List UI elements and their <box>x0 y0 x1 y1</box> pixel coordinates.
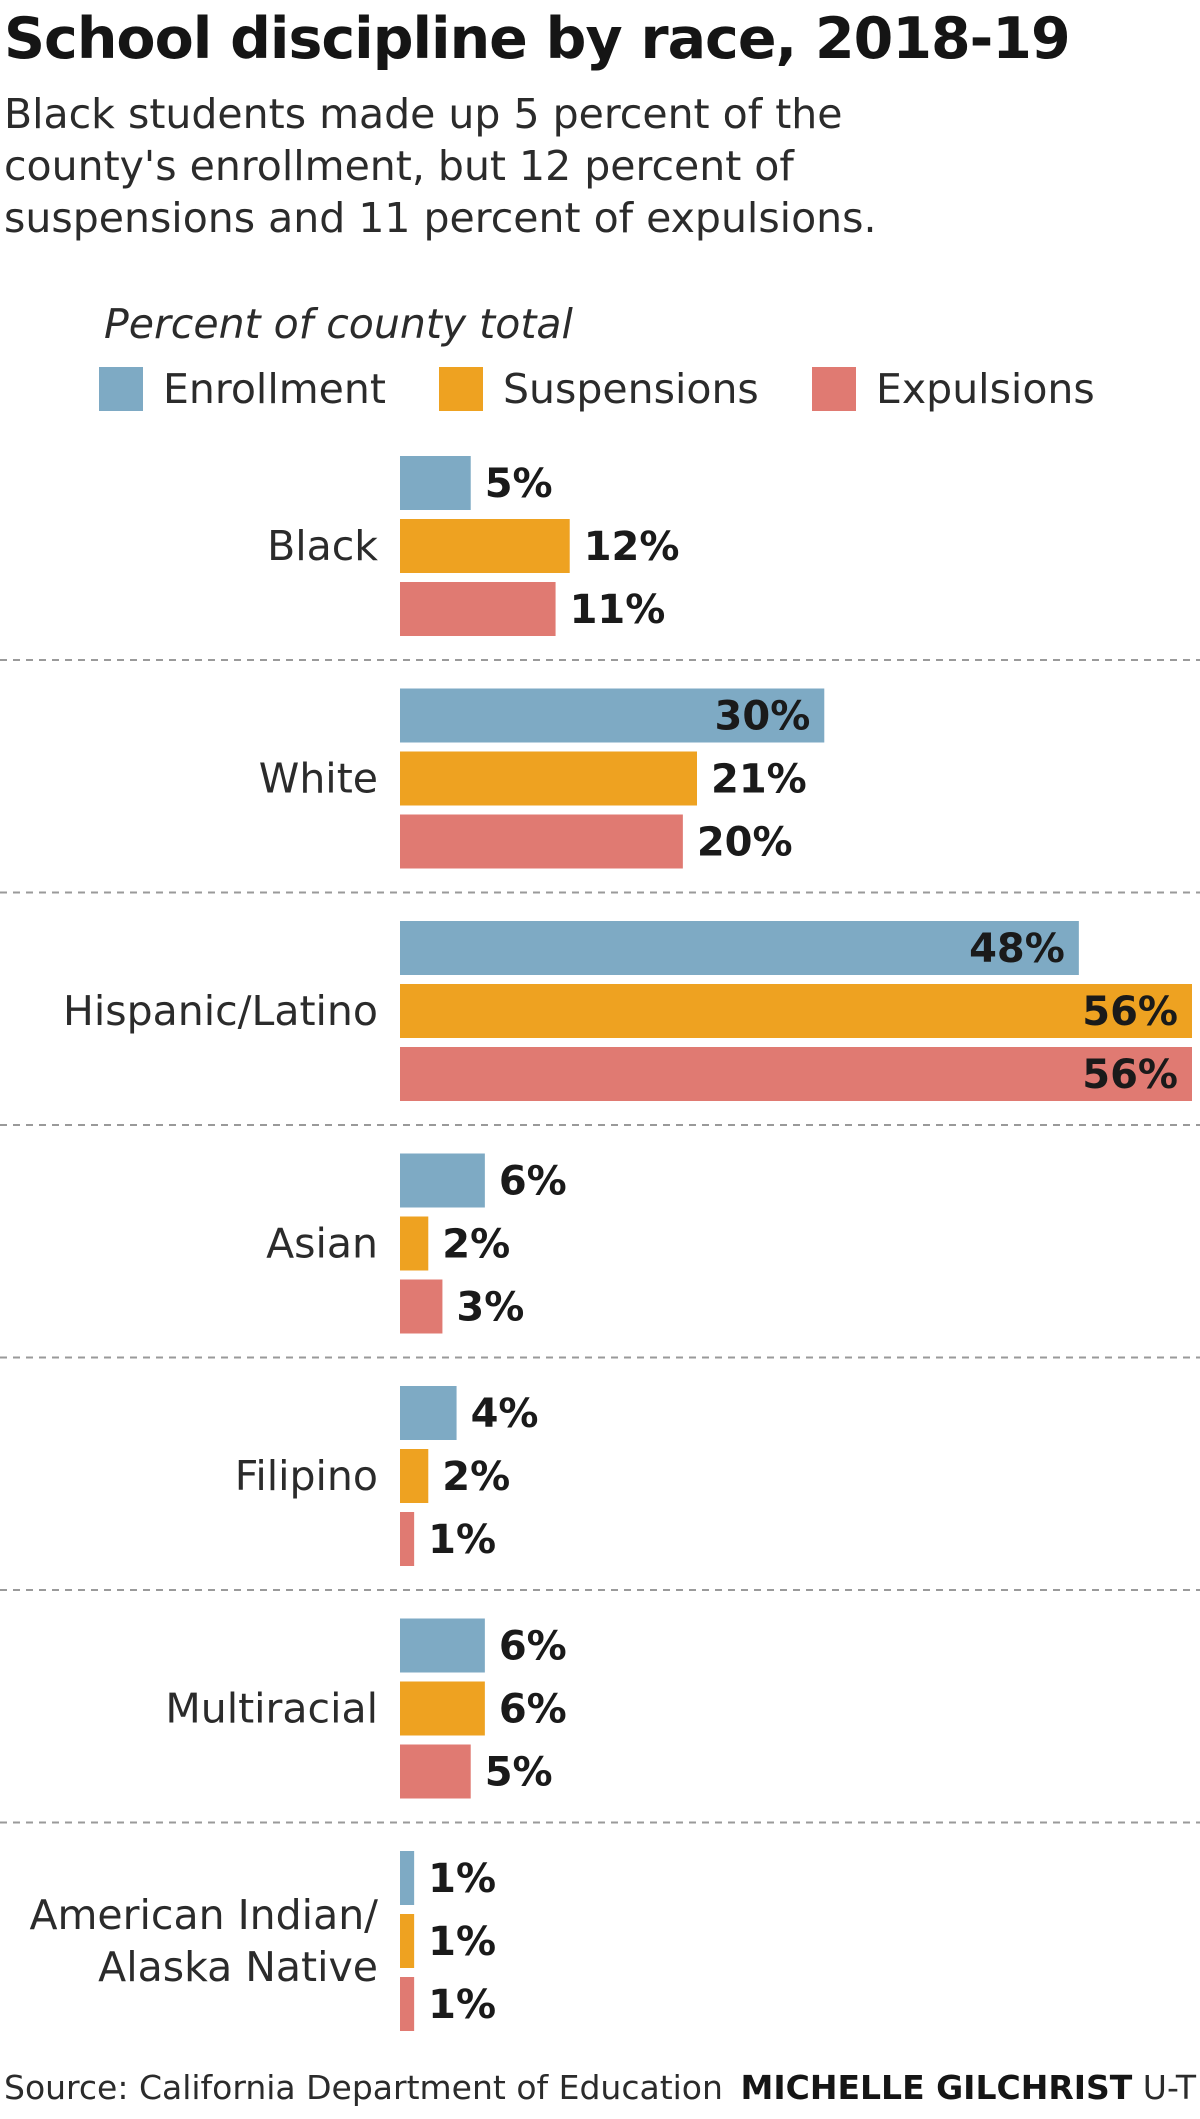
bar-american-indian-alaska-native-enrollment <box>400 1851 415 1905</box>
bar-filipino-enrollment <box>400 1386 457 1440</box>
legend-item-expulsions: Expulsions <box>812 365 1095 413</box>
chart-subtitle: Black students made up 5 percent of the … <box>4 90 877 242</box>
bar-white-suspensions <box>400 751 697 806</box>
bar-hispanic-latino-expulsions <box>400 1047 1192 1101</box>
data-label-black-suspensions: 12% <box>584 524 680 570</box>
category-label-american-indian-alaska-native: American Indian/Alaska Native <box>29 1891 378 1991</box>
bar-white-expulsions <box>400 814 683 869</box>
legend-item-suspensions: Suspensions <box>439 365 759 413</box>
data-label-american-indian-alaska-native-suspensions: 1% <box>428 1919 496 1965</box>
data-label-black-enrollment: 5% <box>485 461 553 507</box>
data-label-multiracial-expulsions: 5% <box>485 1750 553 1796</box>
legend-swatch-expulsions <box>812 367 856 411</box>
bar-white-enrollment <box>400 688 825 743</box>
credit-line: MICHELLE GILCHRIST U-T <box>741 2068 1196 2107</box>
data-label-asian-enrollment: 6% <box>499 1159 567 1205</box>
credit-author: MICHELLE GILCHRIST <box>740 2068 1133 2107</box>
data-label-white-suspensions: 21% <box>711 757 807 803</box>
bar-asian-enrollment <box>400 1153 485 1208</box>
source-note: Source: California Department of Educati… <box>4 2068 723 2107</box>
data-label-filipino-suspensions: 2% <box>442 1454 510 1500</box>
category-label-asian: Asian <box>266 1220 378 1268</box>
legend-label-expulsions: Expulsions <box>876 365 1095 413</box>
legend-label-suspensions: Suspensions <box>503 365 759 413</box>
data-label-multiracial-suspensions: 6% <box>499 1687 567 1733</box>
legend-label-enrollment: Enrollment <box>163 365 386 413</box>
data-label-white-enrollment: 30% <box>715 694 811 740</box>
data-label-filipino-expulsions: 1% <box>428 1517 496 1563</box>
legend-swatch-suspensions <box>439 367 483 411</box>
bar-hispanic-latino-suspensions <box>400 984 1192 1038</box>
bar-black-expulsions <box>400 582 556 636</box>
data-label-asian-expulsions: 3% <box>456 1285 524 1331</box>
data-label-hispanic-latino-suspensions: 56% <box>1082 989 1178 1035</box>
category-label-multiracial: Multiracial <box>165 1685 378 1733</box>
chart-title: School discipline by race, 2018-19 <box>4 6 1071 72</box>
data-label-hispanic-latino-enrollment: 48% <box>969 926 1065 972</box>
bar-chart: Black 5% 12% 11% White 30% 21% 20% Hispanic/Lati… <box>0 456 1200 2031</box>
bar-filipino-expulsions <box>400 1512 415 1566</box>
category-label-filipino: Filipino <box>235 1452 378 1500</box>
legend-swatch-enrollment <box>99 367 143 411</box>
bar-american-indian-alaska-native-suspensions <box>400 1914 415 1968</box>
category-label-white: White <box>259 755 378 803</box>
bar-asian-suspensions <box>400 1216 429 1271</box>
data-label-american-indian-alaska-native-expulsions: 1% <box>428 1982 496 2028</box>
credit-org: U-T <box>1142 2068 1196 2107</box>
category-label-black: Black <box>267 522 378 570</box>
legend-item-enrollment: Enrollment <box>99 365 386 413</box>
data-label-black-expulsions: 11% <box>570 587 666 633</box>
bar-american-indian-alaska-native-expulsions <box>400 1977 415 2031</box>
bar-multiracial-enrollment <box>400 1618 485 1673</box>
bar-asian-expulsions <box>400 1279 443 1334</box>
bar-multiracial-expulsions <box>400 1744 471 1799</box>
bar-black-suspensions <box>400 519 570 573</box>
bar-black-enrollment <box>400 456 471 510</box>
category-label-hispanic-latino: Hispanic/Latino <box>63 987 378 1035</box>
data-label-hispanic-latino-expulsions: 56% <box>1082 1052 1178 1098</box>
bar-filipino-suspensions <box>400 1449 429 1503</box>
data-label-filipino-enrollment: 4% <box>471 1391 539 1437</box>
data-label-american-indian-alaska-native-enrollment: 1% <box>428 1856 496 1902</box>
data-label-white-expulsions: 20% <box>697 820 793 866</box>
data-label-asian-suspensions: 2% <box>442 1222 510 1268</box>
legend-title: Percent of county total <box>104 300 573 348</box>
data-label-multiracial-enrollment: 6% <box>499 1624 567 1670</box>
bar-hispanic-latino-enrollment <box>400 921 1079 975</box>
bar-multiracial-suspensions <box>400 1681 485 1736</box>
